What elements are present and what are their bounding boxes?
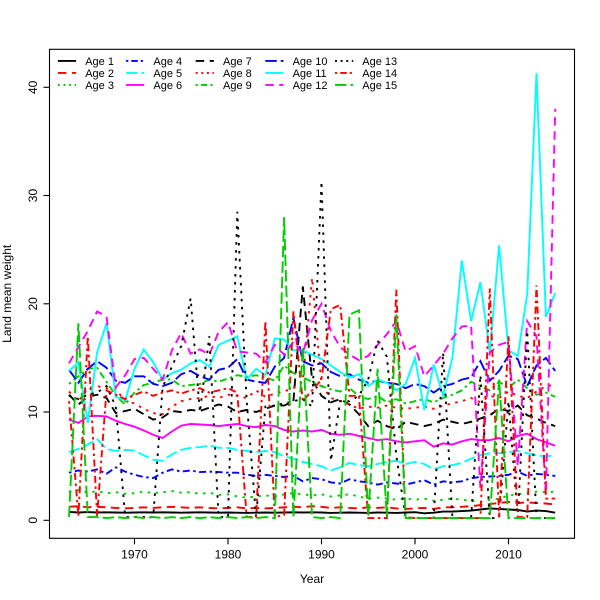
svg-text:0: 0 bbox=[26, 517, 40, 524]
svg-text:Land mean weight: Land mean weight bbox=[0, 244, 14, 343]
svg-text:Age 1: Age 1 bbox=[85, 56, 114, 68]
svg-text:Age 4: Age 4 bbox=[153, 56, 182, 68]
svg-text:30: 30 bbox=[26, 189, 40, 203]
svg-text:10: 10 bbox=[26, 405, 40, 419]
svg-text:Age 7: Age 7 bbox=[223, 56, 252, 68]
svg-text:1980: 1980 bbox=[215, 548, 242, 562]
svg-text:Age 12: Age 12 bbox=[293, 80, 328, 92]
svg-text:20: 20 bbox=[26, 297, 40, 311]
svg-text:Age 13: Age 13 bbox=[362, 56, 397, 68]
svg-text:1990: 1990 bbox=[308, 548, 335, 562]
svg-text:Age 15: Age 15 bbox=[362, 80, 397, 92]
svg-text:Age 5: Age 5 bbox=[153, 68, 182, 80]
svg-text:2000: 2000 bbox=[402, 548, 429, 562]
svg-text:Age 2: Age 2 bbox=[85, 68, 114, 80]
svg-text:Age 10: Age 10 bbox=[293, 56, 328, 68]
svg-text:Age 14: Age 14 bbox=[362, 68, 397, 80]
svg-text:Age 11: Age 11 bbox=[293, 68, 327, 80]
svg-text:40: 40 bbox=[26, 80, 40, 94]
svg-text:2010: 2010 bbox=[495, 548, 522, 562]
svg-text:Age 9: Age 9 bbox=[223, 80, 252, 92]
svg-text:1970: 1970 bbox=[121, 548, 148, 562]
svg-text:Age 3: Age 3 bbox=[85, 80, 114, 92]
svg-text:Age 8: Age 8 bbox=[223, 68, 252, 80]
svg-text:Year: Year bbox=[300, 572, 324, 586]
svg-text:Age 6: Age 6 bbox=[153, 80, 182, 92]
